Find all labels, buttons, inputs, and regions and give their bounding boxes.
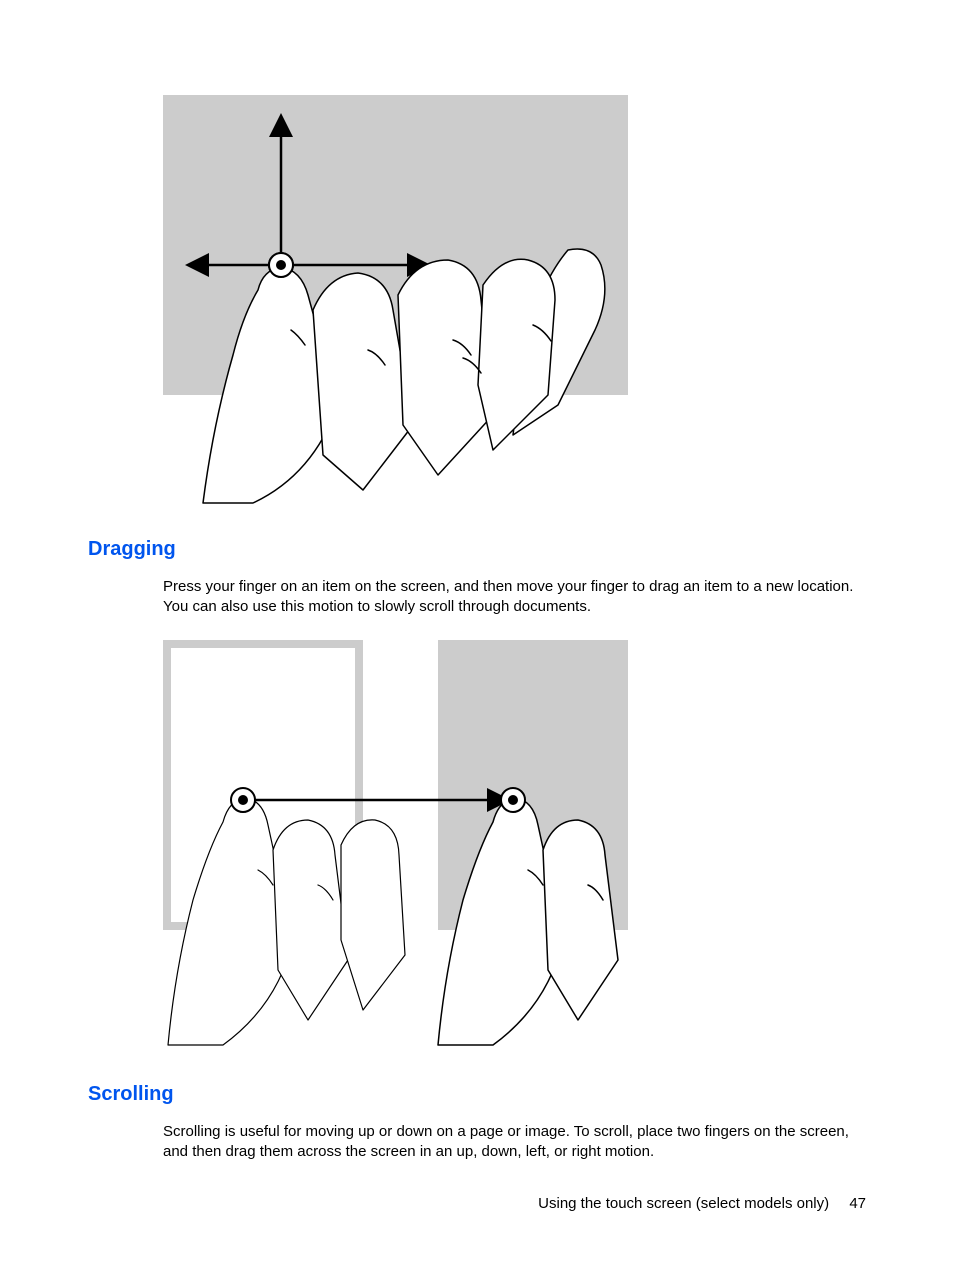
footer-section-title: Using the touch screen (select models on… (538, 1195, 829, 1212)
flick-gesture-illustration (163, 95, 866, 510)
dragging-body-text: Press your finger on an item on the scre… (163, 577, 866, 618)
scrolling-heading: Scrolling (88, 1083, 866, 1106)
page-footer: Using the touch screen (select models on… (538, 1195, 866, 1212)
dragging-heading: Dragging (88, 538, 866, 561)
scrolling-body-text: Scrolling is useful for moving up or dow… (163, 1122, 866, 1163)
drag-gesture-illustration (163, 640, 866, 1055)
document-page: Dragging Press your finger on an item on… (0, 0, 954, 1270)
footer-page-number: 47 (849, 1195, 866, 1212)
